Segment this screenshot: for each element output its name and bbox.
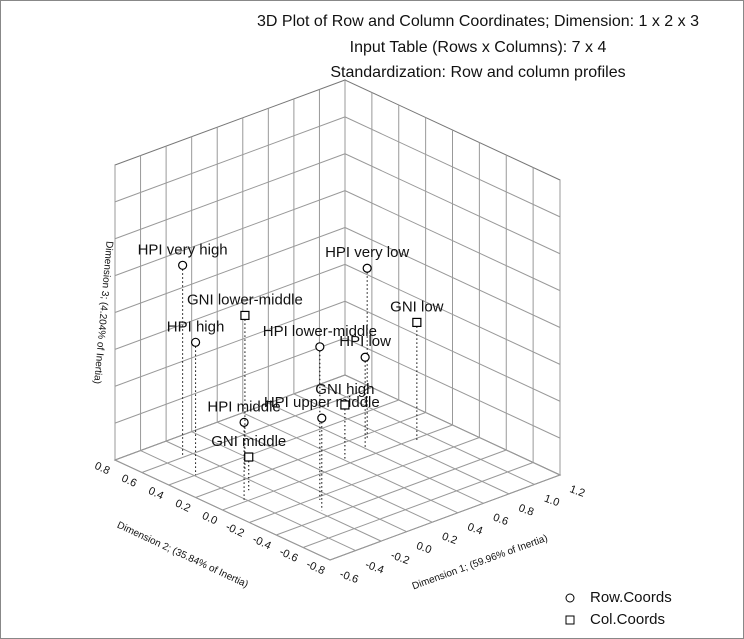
y-tick-label: 0.4 bbox=[146, 485, 165, 502]
y-tick-label: 0.8 bbox=[93, 460, 112, 477]
point-label: HPI low bbox=[339, 333, 391, 350]
x-tick-label: 0.4 bbox=[466, 521, 484, 538]
grid-line bbox=[222, 424, 453, 511]
point-label: HPI middle bbox=[207, 398, 280, 415]
point bbox=[412, 317, 422, 328]
grid-line bbox=[168, 399, 399, 486]
point-label: HPI upper middle bbox=[264, 394, 380, 411]
grid-line bbox=[329, 474, 561, 561]
chart-subtitle: Standardization: Row and column profiles bbox=[330, 64, 625, 81]
wall-line bbox=[114, 190, 346, 277]
point-label: HPI lower-middle bbox=[263, 323, 377, 340]
wall-line bbox=[114, 116, 346, 203]
grid-line bbox=[114, 374, 346, 461]
legend-label: Row.Coords bbox=[590, 589, 672, 606]
wall-line bbox=[114, 153, 346, 240]
point-label: GNI middle bbox=[211, 433, 286, 450]
wall-line bbox=[114, 300, 346, 387]
point-label: HPI very low bbox=[325, 244, 409, 261]
point bbox=[360, 352, 370, 362]
point-label: HPI very high bbox=[138, 241, 228, 258]
point bbox=[190, 337, 201, 347]
grid-line bbox=[195, 412, 426, 498]
y-tick-label: 0.2 bbox=[173, 498, 192, 515]
y-tick-label: 0.6 bbox=[120, 473, 139, 490]
wall-line bbox=[114, 263, 346, 350]
x-tick-label: 1.2 bbox=[568, 483, 586, 500]
legend-marker bbox=[565, 615, 575, 625]
x-tick-label: 0.0 bbox=[415, 540, 433, 557]
point-label: GNI high bbox=[315, 381, 374, 398]
legend-label: Col.Coords bbox=[590, 611, 665, 628]
chart-title: 3D Plot of Row and Column Coordinates; D… bbox=[257, 13, 699, 30]
y-tick-label: 0.0 bbox=[200, 510, 219, 527]
x-tick-label: 0.2 bbox=[440, 530, 458, 547]
chart-subtitle: Input Table (Rows x Columns): 7 x 4 bbox=[350, 39, 607, 56]
point bbox=[244, 452, 254, 462]
grid-line bbox=[249, 437, 480, 523]
x-tick-label: 0.6 bbox=[491, 512, 509, 529]
point-label: GNI lower-middle bbox=[187, 291, 303, 308]
grid-line bbox=[141, 387, 373, 473]
point bbox=[315, 342, 325, 352]
x-tick-label: 1.0 bbox=[542, 493, 560, 510]
point bbox=[362, 263, 372, 273]
point bbox=[178, 260, 188, 270]
grid-line bbox=[302, 462, 534, 548]
point bbox=[239, 417, 249, 427]
point bbox=[240, 310, 250, 321]
point bbox=[340, 400, 350, 410]
point bbox=[317, 413, 327, 423]
point-label: HPI high bbox=[167, 318, 225, 335]
x-tick-label: 0.8 bbox=[517, 502, 535, 519]
grid-line bbox=[276, 449, 507, 536]
point-label: GNI low bbox=[390, 298, 444, 315]
wall-line bbox=[114, 337, 346, 424]
wall-line bbox=[114, 227, 346, 313]
legend-marker bbox=[565, 593, 575, 603]
